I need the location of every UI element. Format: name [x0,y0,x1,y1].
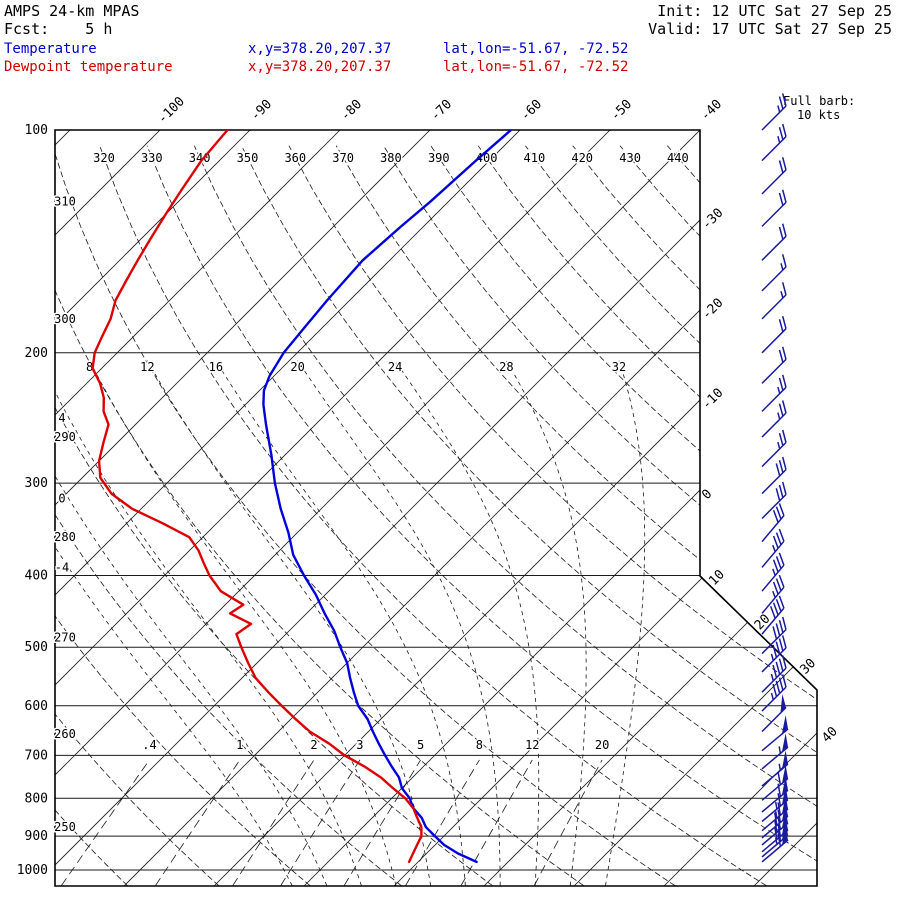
svg-text:24: 24 [388,360,402,374]
svg-text:330: 330 [141,151,163,165]
barb-legend-line2: 10 kts [797,108,841,122]
svg-text:4: 4 [58,411,65,425]
svg-text:8: 8 [86,360,93,374]
svg-text:5: 5 [417,738,424,752]
svg-text:-20: -20 [699,296,726,323]
svg-text:800: 800 [25,791,48,806]
background-grid [55,130,817,886]
svg-text:390: 390 [428,151,450,165]
svg-text:260: 260 [54,727,76,741]
svg-text:350: 350 [237,151,259,165]
svg-text:340: 340 [189,151,211,165]
svg-text:280: 280 [54,530,76,544]
temperature-legend-label: Temperature [4,41,97,57]
svg-text:8: 8 [476,738,483,752]
forecast-hour: Fcst: 5 h [4,20,113,38]
svg-text:12: 12 [140,360,154,374]
svg-text:28: 28 [499,360,513,374]
svg-text:430: 430 [619,151,641,165]
svg-text:420: 420 [571,151,593,165]
svg-text:-70: -70 [428,97,455,124]
svg-text:380: 380 [380,151,402,165]
svg-text:12: 12 [525,738,539,752]
wind-barb-column [761,93,789,863]
svg-text:-100: -100 [155,94,188,127]
svg-text:40: 40 [819,724,841,746]
svg-text:290: 290 [54,430,76,444]
svg-text:3: 3 [356,738,363,752]
svg-text:440: 440 [667,151,689,165]
svg-text:-90: -90 [248,97,275,124]
svg-text:1000: 1000 [17,863,48,878]
svg-text:320: 320 [93,151,115,165]
svg-text:200: 200 [25,346,48,361]
dewpoint-curve [91,130,423,864]
svg-text:-50: -50 [608,97,635,124]
model-title: AMPS 24-km MPAS [4,2,140,20]
svg-text:-80: -80 [338,97,365,124]
svg-text:-10: -10 [699,386,726,413]
temperature-xy: x,y=378.20,207.37 [248,41,392,57]
svg-text:370: 370 [332,151,354,165]
barb-legend-line1: Full barb: [783,94,856,108]
svg-text:300: 300 [54,312,76,326]
sounding-curves [91,130,513,864]
svg-text:32: 32 [612,360,626,374]
svg-text:400: 400 [25,569,48,584]
svg-text:250: 250 [54,820,76,834]
svg-text:300: 300 [25,476,48,491]
dewpoint-legend-label: Dewpoint temperature [4,59,173,75]
svg-text:16: 16 [209,360,223,374]
svg-text:-60: -60 [518,97,545,124]
svg-text:500: 500 [25,640,48,655]
svg-text:-4: -4 [55,560,69,574]
svg-text:700: 700 [25,748,48,763]
svg-text:900: 900 [25,829,48,844]
svg-text:0: 0 [58,492,65,506]
svg-text:2: 2 [310,738,317,752]
svg-text:-30: -30 [699,206,726,233]
svg-text:310: 310 [54,195,76,209]
valid-time: Valid: 17 UTC Sat 27 Sep 25 [648,20,892,38]
svg-text:600: 600 [25,699,48,714]
svg-text:270: 270 [54,630,76,644]
svg-text:-40: -40 [698,97,725,124]
dewpoint-xy: x,y=378.20,207.37 [248,59,392,75]
svg-text:0: 0 [699,487,715,503]
svg-text:1: 1 [236,738,243,752]
svg-text:20: 20 [595,738,609,752]
svg-text:100: 100 [25,123,48,138]
init-time: Init: 12 UTC Sat 27 Sep 25 [657,2,892,20]
temperature-latlon: lat,lon=-51.67, -72.52 [443,41,629,57]
svg-text:410: 410 [524,151,546,165]
dewpoint-latlon: lat,lon=-51.67, -72.52 [443,59,629,75]
svg-text:360: 360 [284,151,306,165]
svg-text:.4: .4 [142,738,156,752]
svg-text:20: 20 [290,360,304,374]
plot-boundary [54,129,818,887]
temperature-curve [262,130,513,864]
